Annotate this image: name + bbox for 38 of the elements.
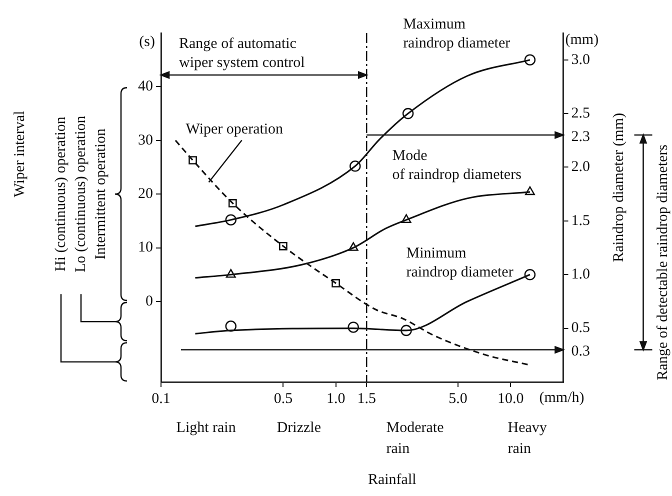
y-tick-label: 0 bbox=[146, 293, 153, 310]
text: Lo (continuous) operation bbox=[72, 115, 89, 272]
y-tick-label: 30 bbox=[138, 132, 153, 148]
y2-tick-label: 0.5 bbox=[571, 320, 590, 336]
x-tick-label: 10.0 bbox=[498, 390, 524, 407]
text: Wiper interval bbox=[12, 110, 28, 198]
y2-tick-label: 3.0 bbox=[571, 52, 590, 68]
x-axis-title: Rainfall bbox=[368, 472, 416, 488]
x-tick-label: 1.5 bbox=[357, 390, 376, 407]
text: (mm/h) bbox=[539, 390, 584, 406]
text: Moderate rain bbox=[386, 420, 444, 457]
text: Hi (continuous) operation bbox=[52, 116, 69, 272]
ref-line-label: 2.3 bbox=[571, 128, 590, 145]
text: Light rain bbox=[176, 420, 236, 436]
y-tick-label: 10 bbox=[138, 240, 153, 256]
text: Range of detectable raindrop diameters bbox=[655, 144, 672, 380]
series-label: Minimum raindrop diameter bbox=[406, 245, 514, 280]
y-tick-label: 40 bbox=[138, 78, 153, 95]
x-tick-label: 0.5 bbox=[274, 390, 293, 407]
ref-line-label: 0.3 bbox=[571, 344, 590, 360]
text: (s) bbox=[139, 34, 156, 50]
x-tick-label: 5.0 bbox=[448, 390, 468, 407]
text: Heavy rain bbox=[508, 420, 548, 457]
series-label: Wiper operation bbox=[186, 121, 284, 138]
y2-axis-title: Raindrop diameter (mm) bbox=[611, 112, 628, 262]
annotation: Range of automatic wiper system control bbox=[179, 36, 305, 71]
x-tick-label: 0.1 bbox=[152, 390, 170, 407]
series-label: Mode of raindrop diameters bbox=[392, 148, 522, 183]
y-tick-label: 20 bbox=[138, 186, 153, 202]
series-label: Maximum raindrop diameter bbox=[403, 16, 510, 52]
text: Intermittent operation bbox=[92, 128, 109, 260]
y2-tick-label: 2.0 bbox=[571, 159, 590, 176]
y2-tick-label: 1.5 bbox=[571, 212, 590, 229]
text: Drizzle bbox=[276, 420, 322, 436]
x-tick-label: 1.0 bbox=[326, 390, 346, 407]
y2-tick-label: 1.0 bbox=[571, 266, 590, 283]
y2-tick-label: 2.5 bbox=[571, 105, 590, 122]
text: (mm) bbox=[565, 32, 599, 48]
